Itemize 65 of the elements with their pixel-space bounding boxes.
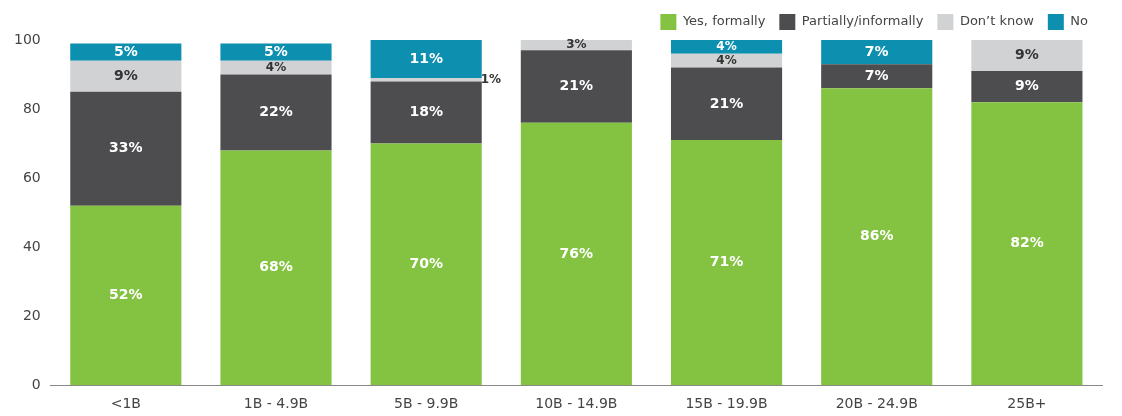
- bar: [821, 64, 933, 89]
- data-label: 71%: [709, 253, 744, 270]
- data-label: 76%: [559, 244, 594, 261]
- x-tick-label: 5B - 9.9B: [394, 395, 459, 412]
- data-label: 21%: [559, 77, 594, 94]
- bar: [971, 71, 1083, 103]
- data-label: 21%: [709, 94, 744, 111]
- y-tick-label: 40: [22, 237, 41, 254]
- bar: [670, 140, 783, 386]
- data-label: 4%: [716, 39, 737, 54]
- y-tick-label: 80: [22, 99, 41, 116]
- bar: [220, 60, 332, 75]
- data-label: 68%: [259, 258, 293, 275]
- bar: [70, 60, 182, 92]
- data-label: 4%: [716, 52, 737, 67]
- legend-label: Yes, formally: [681, 13, 766, 29]
- bar: [370, 81, 482, 144]
- bar: [220, 74, 332, 151]
- y-tick-label: 0: [31, 375, 41, 392]
- legend-label: No: [1070, 13, 1089, 29]
- x-tick-label: 1B - 4.9B: [243, 395, 309, 412]
- data-label: 11%: [409, 49, 443, 66]
- data-label: 7%: [864, 66, 889, 83]
- bar: [370, 40, 482, 78]
- bar: [821, 88, 933, 386]
- y-tick-label: 100: [13, 30, 41, 47]
- bar: [670, 67, 783, 141]
- bar: [670, 40, 783, 54]
- data-label: 18%: [409, 103, 443, 120]
- bar: [971, 40, 1083, 72]
- data-label: 9%: [113, 66, 138, 83]
- bar: [971, 102, 1083, 386]
- data-label: 7%: [864, 42, 889, 59]
- data-label: 52%: [109, 286, 143, 303]
- bar: [220, 150, 332, 386]
- data-label: 9%: [1015, 46, 1039, 63]
- bar: [70, 43, 182, 61]
- data-label: 1%: [480, 71, 502, 86]
- bar: [220, 43, 332, 61]
- data-label: 9%: [1015, 77, 1039, 94]
- legend-label: Partially/informally: [801, 13, 924, 29]
- bar: [821, 40, 933, 65]
- x-tick-label: 15B - 19.9B: [685, 395, 768, 412]
- bar: [70, 91, 182, 206]
- data-label: 86%: [859, 227, 894, 244]
- data-label: 33%: [109, 139, 143, 156]
- bar: [520, 50, 632, 123]
- bar: [670, 53, 783, 68]
- bar: [370, 143, 482, 386]
- legend-label: Don’t know: [959, 13, 1035, 29]
- data-label: 82%: [1010, 234, 1044, 251]
- data-label: 5%: [264, 42, 288, 59]
- x-tick-label: 25B+: [1007, 395, 1047, 412]
- data-label: 70%: [409, 255, 443, 272]
- x-tick-label: <1B: [110, 395, 141, 412]
- bar: [520, 122, 632, 386]
- data-label: 3%: [566, 37, 587, 52]
- data-label: 4%: [265, 59, 287, 74]
- x-tick-label: 10B - 14.9B: [535, 395, 618, 412]
- data-label: 5%: [113, 42, 138, 59]
- data-label: 22%: [259, 103, 293, 120]
- x-tick-label: 20B - 24.9B: [835, 395, 918, 412]
- y-tick-label: 20: [22, 306, 41, 323]
- y-tick-label: 60: [22, 168, 41, 185]
- bar: [70, 205, 182, 386]
